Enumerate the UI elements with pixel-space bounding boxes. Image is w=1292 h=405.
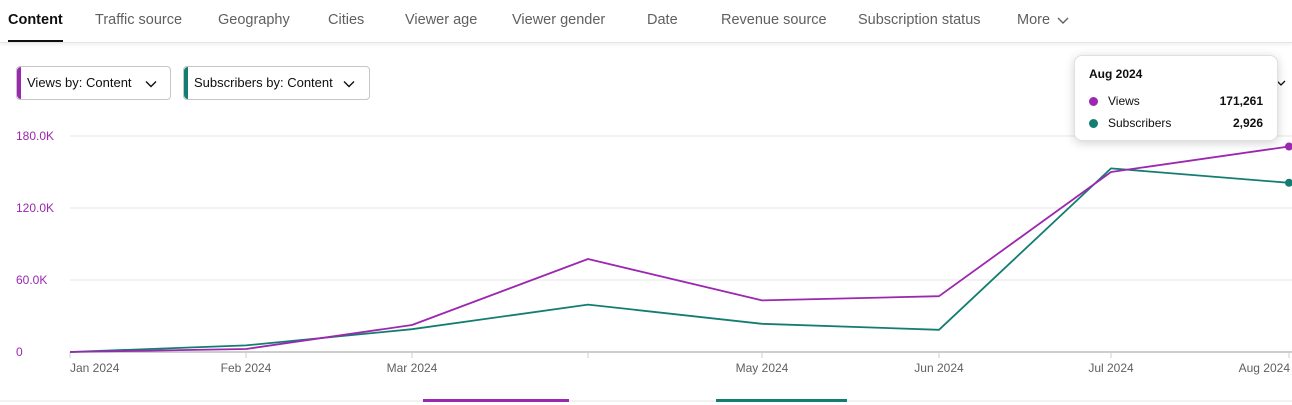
- more-label: More: [1017, 12, 1051, 28]
- tab-date[interactable]: Date: [647, 12, 678, 28]
- tab-more[interactable]: More: [1017, 0, 1070, 42]
- tab-subscription-status[interactable]: Subscription status: [858, 12, 981, 28]
- x-tick-label: Mar 2024: [387, 361, 438, 375]
- tooltip-subscribers-label: Subscribers: [1108, 116, 1172, 130]
- views-last-point[interactable]: [1285, 142, 1292, 151]
- chevron-down-icon[interactable]: [1276, 78, 1286, 88]
- chevron-down-icon: [145, 81, 157, 88]
- tooltip-subscribers-value: 2,926: [1232, 116, 1263, 130]
- tooltip-views-row: Views 171,261: [1089, 94, 1263, 110]
- x-axis-labels: Jan 2024 Feb 2024 Mar 2024 May 2024 Jun 2024…: [70, 361, 1290, 375]
- y-axis-labels: 0 60.0K 120.0K 180.0K: [16, 129, 54, 359]
- tooltip-subscribers-row: Subscribers 2,926: [1089, 116, 1263, 132]
- tab-traffic-source[interactable]: Traffic source: [95, 12, 183, 28]
- tab-revenue-source[interactable]: Revenue source: [721, 12, 827, 28]
- subscribers-dropdown-label: Subscribers by: Content: [194, 75, 333, 90]
- views-indicator-bar: [423, 399, 569, 402]
- tab-viewer-gender[interactable]: Viewer gender: [512, 12, 606, 28]
- chart-series: [69, 142, 1292, 353]
- tab-cities[interactable]: Cities: [328, 12, 365, 28]
- x-tick-label: Jan 2024: [70, 361, 120, 375]
- subscribers-last-point[interactable]: [1285, 178, 1292, 187]
- tooltip-views-label: Views: [1108, 94, 1140, 108]
- x-tick-label: Jul 2024: [1088, 361, 1134, 375]
- x-tick-label: Feb 2024: [221, 361, 272, 375]
- chart-bottom-strip: [0, 399, 1292, 402]
- chevron-down-icon: [343, 81, 355, 88]
- y-tick-label: 60.0K: [16, 273, 47, 287]
- subscribers-indicator-bar: [716, 399, 847, 402]
- views-metric-dropdown[interactable]: Views by: Content: [16, 66, 171, 100]
- tooltip-views-value: 171,261: [1219, 94, 1263, 108]
- views-dropdown-label: Views by: Content: [27, 75, 132, 90]
- views-series-line: [69, 145, 1290, 353]
- x-tick-label: May 2024: [736, 361, 789, 375]
- tab-viewer-age[interactable]: Viewer age: [405, 12, 478, 28]
- hover-tooltip: Aug 2024 Views 171,261 Subscribers 2,926: [1074, 55, 1278, 141]
- x-tick-label: Aug 2024: [1239, 361, 1291, 375]
- tab-content[interactable]: Content: [8, 0, 63, 42]
- chevron-down-icon: [1057, 17, 1069, 25]
- subscribers-series-line: [69, 167, 1290, 353]
- views-legend-dot: [1089, 97, 1098, 106]
- x-axis-ticks: [69, 352, 1290, 358]
- subscribers-legend-dot: [1089, 119, 1098, 128]
- analytics-tabs: Content Traffic source Geography Cities …: [0, 0, 1292, 43]
- tab-geography[interactable]: Geography: [218, 12, 290, 28]
- tooltip-date: Aug 2024: [1089, 67, 1143, 81]
- y-tick-label: 120.0K: [16, 201, 54, 215]
- views-color-marker: [17, 67, 21, 99]
- y-tick-label: 0: [16, 345, 23, 359]
- x-tick-label: Jun 2024: [914, 361, 964, 375]
- chart-gridlines: [70, 135, 1292, 353]
- subscribers-metric-dropdown[interactable]: Subscribers by: Content: [183, 66, 370, 100]
- y-tick-label: 180.0K: [16, 129, 54, 143]
- subscribers-color-marker: [184, 67, 188, 99]
